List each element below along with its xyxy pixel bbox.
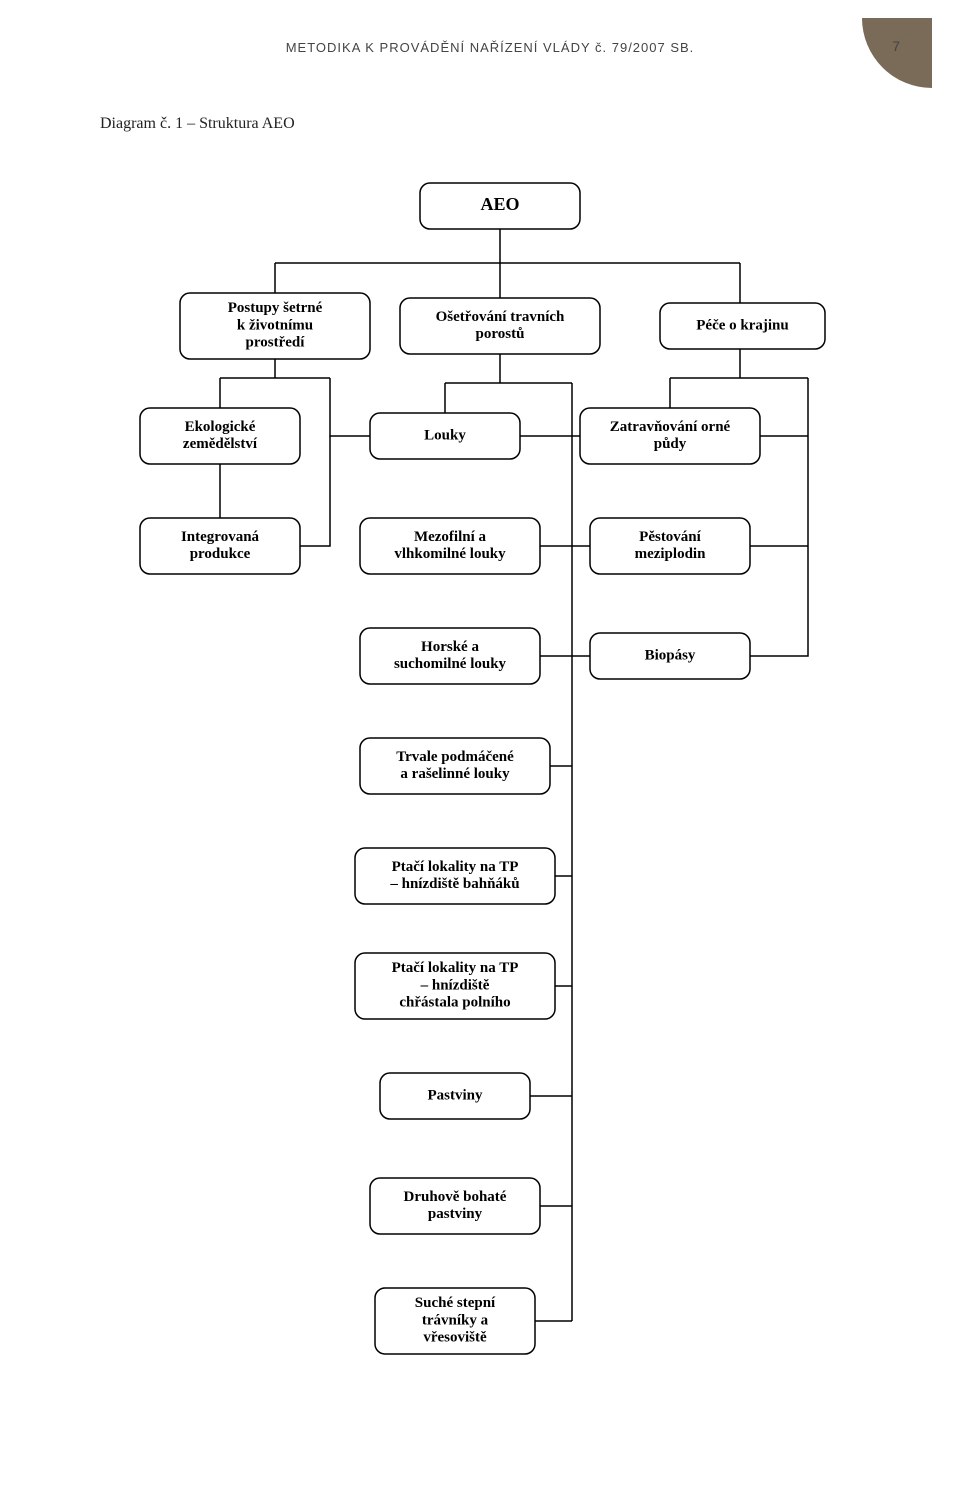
svg-text:prostředí: prostředí <box>246 335 306 351</box>
node-aeo: AEO <box>420 183 580 229</box>
svg-text:– hnízdiště: – hnízdiště <box>420 977 490 993</box>
svg-text:porostů: porostů <box>476 326 525 342</box>
svg-text:chřástala polního: chřástala polního <box>399 995 510 1011</box>
node-ptaci1: Ptačí lokality na TP– hnízdiště bahňáků <box>355 848 555 904</box>
node-biopasy: Biopásy <box>590 633 750 679</box>
svg-text:meziplodin: meziplodin <box>635 546 706 562</box>
org-chart: AEO Postupy šetrnék životnímu prostředí Oše… <box>100 153 880 1443</box>
svg-text:Trvale podmáčené: Trvale podmáčené <box>396 749 514 765</box>
node-pece: Péče o krajinu <box>660 303 825 349</box>
svg-text:pastviny: pastviny <box>428 1206 483 1222</box>
svg-text:Mezofilní a: Mezofilní a <box>414 529 487 545</box>
node-postupy: Postupy šetrnék životnímu prostředí <box>180 293 370 359</box>
svg-text:Ekologické: Ekologické <box>185 419 256 435</box>
node-osetrovani: Ošetřování travníchporostů <box>400 298 600 354</box>
svg-text:Ptačí lokality na TP: Ptačí lokality na TP <box>392 960 519 976</box>
node-horske: Horské asuchomilné louky <box>360 628 540 684</box>
svg-text:Pastviny: Pastviny <box>427 1087 483 1103</box>
svg-text:Horské a: Horské a <box>421 639 479 655</box>
diagram-caption: Diagram č. 1 – Struktura AEO <box>100 115 880 133</box>
svg-text:Biopásy: Biopásy <box>645 647 696 663</box>
svg-text:Pěstování: Pěstování <box>639 529 701 545</box>
svg-text:k životnímu: k životnímu <box>237 317 313 333</box>
svg-text:Druhově bohaté: Druhově bohaté <box>404 1189 507 1205</box>
node-pastviny: Pastviny <box>380 1073 530 1119</box>
svg-text:AEO: AEO <box>480 194 519 214</box>
connector <box>275 229 740 303</box>
svg-text:vřesoviště: vřesoviště <box>423 1330 487 1346</box>
svg-text:Louky: Louky <box>424 427 466 443</box>
svg-text:půdy: půdy <box>654 436 687 452</box>
svg-text:suchomilné louky: suchomilné louky <box>394 656 507 672</box>
page: METODIKA K PROVÁDĚNÍ NAŘÍZENÍ VLÁDY č. 7… <box>0 0 960 1490</box>
node-suche: Suché stepnítrávníky a vřesoviště <box>375 1288 535 1354</box>
connector <box>445 354 572 413</box>
node-louky: Louky <box>370 413 520 459</box>
svg-text:produkce: produkce <box>190 546 251 562</box>
svg-text:trávníky a: trávníky a <box>422 1312 489 1328</box>
node-trvale: Trvale podmáčenéa rašelinné louky <box>360 738 550 794</box>
svg-text:Zatravňování orné: Zatravňování orné <box>610 419 731 435</box>
node-mezo: Mezofilní avlhkomilné louky <box>360 518 540 574</box>
svg-text:Postupy šetrné: Postupy šetrné <box>228 300 323 316</box>
svg-text:– hnízdiště bahňáků: – hnízdiště bahňáků <box>389 876 519 892</box>
svg-text:vlhkomilné louky: vlhkomilné louky <box>394 546 506 562</box>
node-pest: Pěstovánímeziplodin <box>590 518 750 574</box>
node-integ: Integrovanáprodukce <box>140 518 300 574</box>
svg-text:Integrovaná: Integrovaná <box>181 529 260 545</box>
node-zatrav: Zatravňování ornépůdy <box>580 408 760 464</box>
connector <box>670 349 808 656</box>
svg-text:a rašelinné louky: a rašelinné louky <box>400 766 510 782</box>
running-header: METODIKA K PROVÁDĚNÍ NAŘÍZENÍ VLÁDY č. 7… <box>100 40 880 55</box>
svg-text:Ptačí lokality na TP: Ptačí lokality na TP <box>392 859 519 875</box>
svg-text:zemědělství: zemědělství <box>183 436 258 452</box>
page-number: 7 <box>892 38 900 54</box>
node-eko: Ekologickézemědělství <box>140 408 300 464</box>
svg-text:Péče o krajinu: Péče o krajinu <box>696 317 788 333</box>
svg-text:Suché stepní: Suché stepní <box>415 1295 496 1311</box>
node-druhove: Druhově bohatépastviny <box>370 1178 540 1234</box>
node-ptaci2: Ptačí lokality na TP– hnízdiště chřástala… <box>355 953 555 1019</box>
svg-text:Ošetřování travních: Ošetřování travních <box>436 309 565 325</box>
connector <box>300 436 330 546</box>
